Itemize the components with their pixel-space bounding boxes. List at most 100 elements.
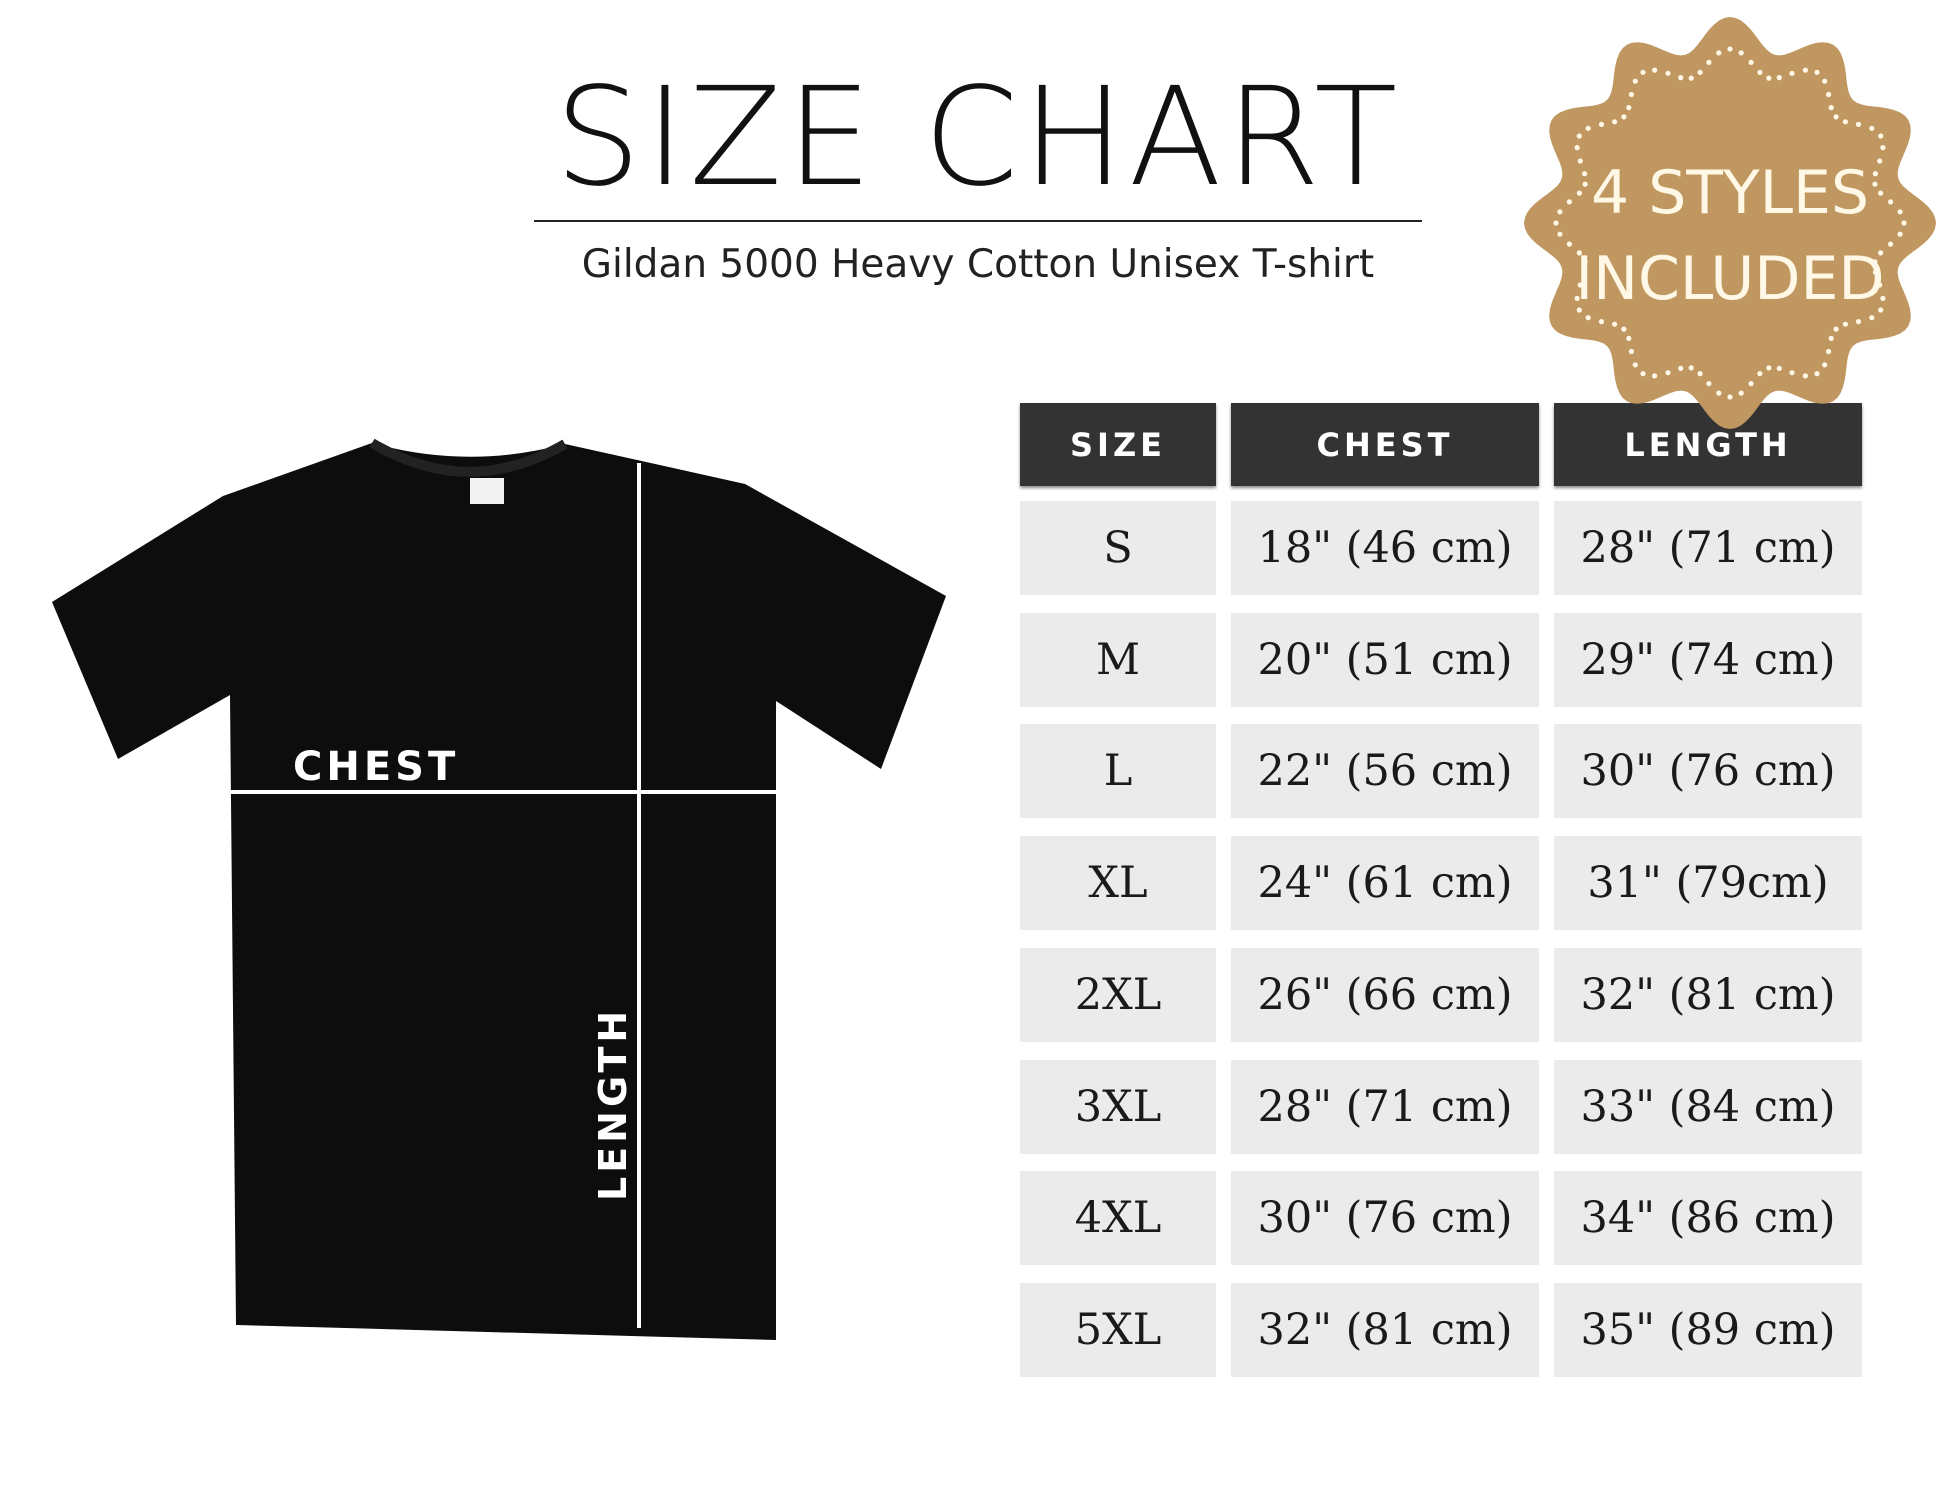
badge-dot [1678, 365, 1684, 371]
size-cell: 4XL [1020, 1171, 1216, 1266]
badge-dot [1802, 67, 1808, 73]
badge-dot [1582, 181, 1588, 187]
badge-dot [1632, 362, 1638, 368]
badge-text: 4 STYLES INCLUDED [1515, 150, 1945, 322]
badge-dot [1585, 315, 1591, 321]
badge-dot [1626, 335, 1632, 341]
chest-cell: 26" (66 cm) [1231, 947, 1539, 1042]
badge-dot [1697, 371, 1703, 377]
badge-dot [1877, 158, 1883, 164]
chest-cell: 22" (56 cm) [1231, 724, 1539, 819]
badge-dot [1814, 371, 1820, 377]
tshirt-diagram: CHEST LENGTH [52, 438, 946, 1340]
size-cell: 2XL [1020, 947, 1216, 1042]
badge-dot [1822, 362, 1828, 368]
length-cell: 35" (89 cm) [1554, 1282, 1862, 1377]
length-cell: 33" (84 cm) [1554, 1059, 1862, 1154]
badge-dot [1640, 69, 1646, 75]
badge-dot [1869, 125, 1875, 131]
badge-dot [1566, 199, 1572, 205]
chest-cell: 30" (76 cm) [1231, 1171, 1539, 1266]
badge-dot [1727, 46, 1733, 52]
chest-cell: 28" (71 cm) [1231, 1059, 1539, 1154]
badge-dot [1727, 394, 1733, 400]
badge-dot [1842, 321, 1848, 327]
tshirt-tag [470, 478, 504, 504]
badge-dot [1576, 250, 1582, 256]
badge-dot [1757, 371, 1763, 377]
badge-dot [1665, 70, 1671, 76]
length-label: LENGTH [591, 1007, 635, 1201]
badge-dot [1738, 50, 1744, 56]
badge-dot [1842, 119, 1848, 125]
tshirt-shape [52, 443, 946, 1340]
badge-dot [1697, 69, 1703, 75]
badge-dot [1576, 307, 1582, 313]
badge-dot [1872, 259, 1878, 265]
chest-cell: 20" (51 cm) [1231, 612, 1539, 707]
badge-dot [1557, 231, 1563, 237]
tshirt-collar [369, 438, 568, 477]
badge-dot [1748, 381, 1754, 387]
badge-dot [1901, 220, 1907, 226]
badge-dot [1828, 335, 1834, 341]
badge-dot [1872, 181, 1878, 187]
badge-line1: 4 STYLES [1590, 158, 1870, 228]
badge-dot [1640, 371, 1646, 377]
badge-dot [1566, 241, 1572, 247]
badge-dot [1585, 125, 1591, 131]
badge-dot [1621, 114, 1627, 120]
badge-dot [1688, 75, 1694, 81]
badge-dot [1576, 133, 1582, 139]
badge-dot [1869, 315, 1875, 321]
badge-dot [1878, 250, 1884, 256]
badge-dot [1688, 365, 1694, 371]
chest-cell: 18" (46 cm) [1231, 501, 1539, 595]
table-header-chest: CHEST [1231, 403, 1539, 486]
badge-dot [1652, 373, 1658, 379]
badge-dot [1833, 114, 1839, 120]
badge-dot [1628, 91, 1634, 98]
badge-dot [1855, 319, 1862, 325]
size-cell: 5XL [1020, 1282, 1216, 1377]
badge-dot [1706, 381, 1712, 387]
table-header-length: LENGTH [1554, 403, 1862, 486]
size-cell: 3XL [1020, 1059, 1216, 1154]
badge-dot [1598, 319, 1605, 325]
badge-dot [1716, 390, 1722, 396]
badge-dot [1888, 199, 1894, 205]
length-cell: 30" (76 cm) [1554, 724, 1862, 819]
badge-dot [1822, 78, 1828, 84]
length-cell: 29" (74 cm) [1554, 612, 1862, 707]
badge-dot [1776, 365, 1782, 371]
title-divider [534, 220, 1422, 222]
chest-label: CHEST [293, 744, 459, 790]
table-header-size: SIZE [1020, 403, 1216, 486]
badge-dot [1872, 171, 1878, 177]
badge-dot [1766, 365, 1772, 371]
badge-dot [1626, 105, 1632, 111]
badge-dot [1877, 282, 1883, 288]
badge-dot [1878, 190, 1884, 196]
badge-dot [1582, 171, 1588, 177]
badge-dot [1706, 59, 1712, 65]
badge-dot [1678, 75, 1684, 81]
length-cell: 28" (71 cm) [1554, 501, 1862, 595]
badge-dot [1880, 295, 1886, 301]
badge-shape [1524, 17, 1936, 429]
badge-dot [1766, 75, 1772, 81]
badge-dot [1557, 209, 1563, 215]
subtitle: Gildan 5000 Heavy Cotton Unisex T-shirt [581, 242, 1375, 287]
size-cell: S [1020, 501, 1216, 595]
badge-line2: INCLUDED [1575, 244, 1885, 314]
badge-dot [1582, 269, 1588, 275]
page-title: SIZE CHART [554, 59, 1402, 217]
chest-cell: 32" (81 cm) [1231, 1282, 1539, 1377]
badge-dot [1577, 158, 1583, 164]
badge-dot [1577, 282, 1583, 288]
size-cell: M [1020, 612, 1216, 707]
badge-dot [1814, 69, 1820, 75]
badge-dot [1757, 69, 1763, 75]
badge-dot [1716, 50, 1722, 56]
badge-dot [1665, 370, 1671, 376]
